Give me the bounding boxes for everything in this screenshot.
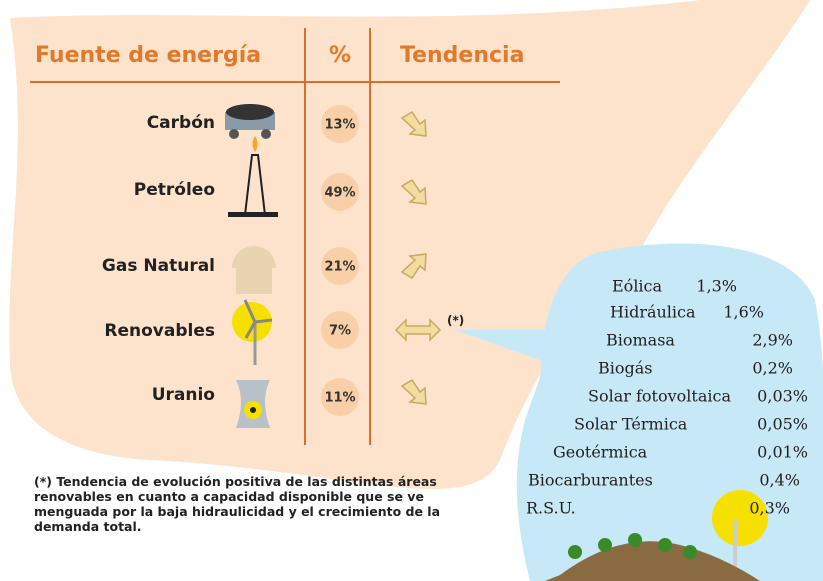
percent: 11% [324, 391, 355, 406]
source-name: Gas Natural [102, 256, 215, 276]
renewable-value: 0,3% [749, 499, 790, 518]
source-name: Uranio [152, 385, 215, 405]
renewable-value: 0,4% [759, 471, 800, 490]
renewable-name: Eólica [612, 277, 663, 296]
percent: 49% [324, 186, 355, 201]
source-name: Renovables [104, 321, 215, 341]
source-name: Carbón [147, 113, 215, 133]
renewable-name: Biocarburantes [528, 471, 653, 490]
percent: 7% [329, 324, 351, 339]
renewable-value: 1,6% [723, 303, 764, 322]
header-trend: Tendencia [400, 43, 524, 68]
header-source: Fuente de energía [35, 43, 261, 68]
renewable-name: Biogás [598, 359, 653, 378]
renewable-value: 1,3% [696, 277, 737, 296]
renewable-value: 0,05% [757, 415, 808, 434]
header-percent: % [329, 43, 351, 68]
uranium-icon [236, 380, 270, 428]
infographic: Fuente de energía % Tendencia 13% 49% 21… [0, 0, 823, 581]
renewable-name: Solar Térmica [574, 415, 688, 434]
percent: 21% [324, 260, 355, 275]
renewable-name: Solar fotovoltaica [588, 387, 731, 406]
renewable-value: 0,03% [757, 387, 808, 406]
renewable-value: 0,2% [752, 359, 793, 378]
source-name: Petróleo [134, 180, 215, 200]
page: Fuente de energía % Tendencia 13% 49% 21… [0, 0, 823, 581]
footnote: (*) Tendencia de evolución positiva de l… [34, 474, 474, 534]
renewable-name: Hidráulica [610, 303, 696, 322]
gas-icon [232, 246, 276, 294]
renewable-name: Geotérmica [553, 443, 648, 462]
renewable-name: R.S.U. [526, 499, 576, 518]
renewable-value: 0,01% [757, 443, 808, 462]
renewable-value: 2,9% [752, 331, 793, 350]
percent: 13% [324, 118, 355, 133]
note-mark: (*) [447, 314, 464, 328]
renewable-name: Biomasa [606, 331, 675, 350]
